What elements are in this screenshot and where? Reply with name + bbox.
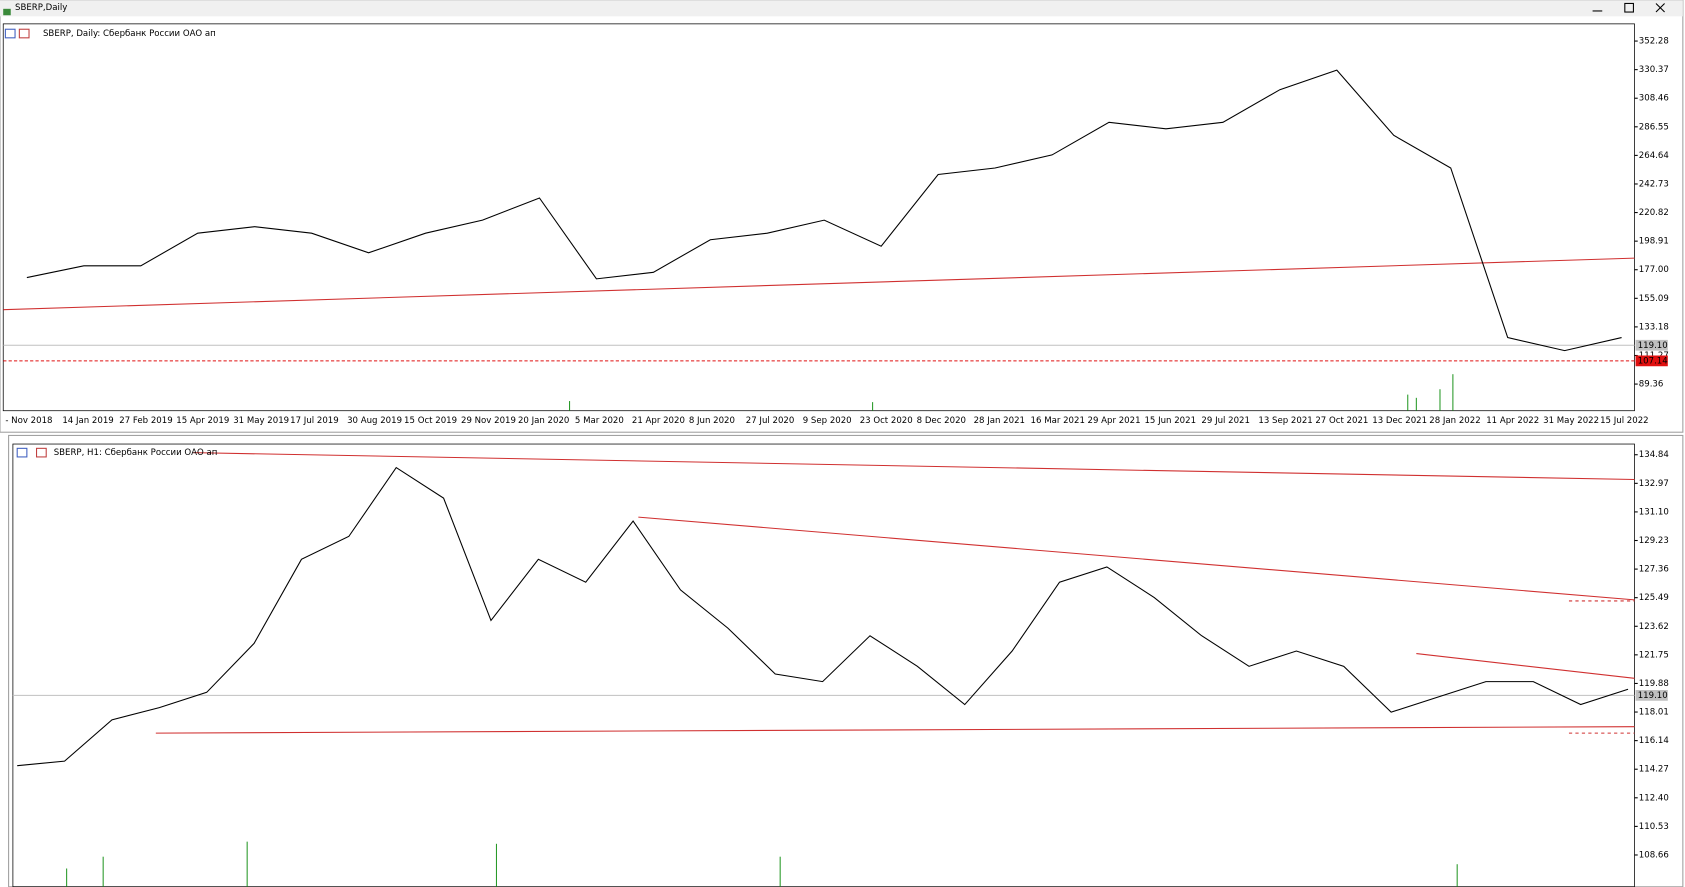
- x-tick-label: 31 May 2022: [1543, 416, 1599, 426]
- y-tick-label: 119.88: [1639, 679, 1669, 689]
- y-tick-label: 242.73: [1639, 179, 1669, 189]
- y-tick-label: 123.62: [1639, 622, 1669, 632]
- price-label: 119.10: [1638, 691, 1668, 701]
- price-line: [17, 466, 1629, 767]
- close-button[interactable]: [1655, 3, 1665, 13]
- y-tick-label: 121.75: [1639, 650, 1669, 660]
- chart-title: SBERP, Daily: Сбербанк России ОАО ап: [43, 29, 216, 39]
- x-tick-label: 13 Dec 2021: [1372, 416, 1427, 426]
- plot-frame: [2, 23, 1635, 412]
- x-tick-label: 20 Jan 2020: [518, 416, 569, 426]
- volume-bars: [569, 374, 1454, 411]
- y-tick-label: 108.66: [1639, 850, 1669, 860]
- chart-icon: [18, 28, 30, 39]
- x-tick-label: 15 Jul 2022: [1600, 416, 1649, 426]
- x-tick-label: 28 Jan 2022: [1429, 416, 1480, 426]
- y-tick-label: 125.49: [1639, 593, 1669, 603]
- x-tick-label: 27 Feb 2019: [119, 416, 172, 426]
- x-tick-label: 15 Oct 2019: [404, 416, 457, 426]
- price-label-box: [1635, 690, 1668, 701]
- price-label-box: [1635, 355, 1668, 367]
- trend-lines: [155, 452, 1635, 734]
- trend-line: [3, 257, 1635, 311]
- x-tick-label: 29 Apr 2021: [1088, 416, 1141, 426]
- volume-bars: [66, 841, 1458, 887]
- x-tick-label: 29 Jul 2021: [1201, 416, 1250, 426]
- y-tick-label: 89.36: [1639, 380, 1664, 390]
- maximize-button[interactable]: [1624, 2, 1634, 13]
- y-tick-label: 127.36: [1639, 565, 1669, 575]
- x-tick-label: 21 Apr 2020: [632, 416, 685, 426]
- price-label-box: [1635, 339, 1668, 351]
- y-tick-label: 110.53: [1639, 822, 1669, 832]
- window-title: SBERP,Daily: [15, 3, 67, 13]
- y-tick-label: 220.82: [1639, 208, 1669, 218]
- x-tick-label: 23 Oct 2020: [860, 416, 913, 426]
- window-frame: [0, 0, 1684, 433]
- chart-title: SBERP, H1: Сбербанк России ОАО ап: [54, 448, 218, 458]
- y-tick-label: 129.23: [1639, 536, 1669, 546]
- x-tick-label: 27 Jul 2020: [746, 416, 795, 426]
- y-tick-label: 264.64: [1639, 151, 1669, 161]
- x-tick-label: 14 Jan 2019: [62, 416, 113, 426]
- y-tick-label: 286.55: [1639, 122, 1669, 132]
- y-tick-label: 308.46: [1639, 94, 1669, 104]
- y-tick-label: 112.40: [1639, 793, 1669, 803]
- chart-icon: [16, 447, 28, 458]
- title-bar: [0, 0, 1683, 17]
- y-tick-label: 134.84: [1639, 450, 1669, 460]
- x-tick-label: 29 Nov 2019: [461, 416, 516, 426]
- price-line: [26, 69, 1622, 352]
- y-tick-label: 131.10: [1639, 507, 1669, 517]
- y-tick-label: 114.27: [1639, 765, 1669, 775]
- x-tick-label: - Nov 2018: [5, 416, 52, 426]
- chart-icon: [35, 447, 47, 458]
- y-tick-label: 118.01: [1639, 708, 1669, 718]
- x-tick-label: 8 Jun 2020: [689, 416, 735, 426]
- y-tick-label: 198.91: [1639, 237, 1669, 247]
- y-tick-label: 177.00: [1639, 265, 1669, 275]
- x-tick-label: 27 Oct 2021: [1315, 416, 1368, 426]
- x-tick-label: 8 Dec 2020: [917, 416, 966, 426]
- window-frame: [8, 434, 1684, 887]
- x-tick-label: 13 Sep 2021: [1258, 416, 1312, 426]
- y-tick-label: 330.37: [1639, 65, 1669, 75]
- x-tick-label: 28 Jan 2021: [974, 416, 1025, 426]
- x-tick-label: 15 Apr 2019: [176, 416, 229, 426]
- price-label: 107.14: [1638, 356, 1668, 366]
- window-icon: [3, 8, 11, 16]
- x-tick-label: 30 Aug 2019: [347, 416, 402, 426]
- x-tick-label: 16 Mar 2021: [1031, 416, 1085, 426]
- x-tick-label: 9 Sep 2020: [803, 416, 852, 426]
- price-label: 119.10: [1638, 341, 1668, 351]
- x-tick-label: 17 Jul 2019: [290, 416, 339, 426]
- x-tick-label: 15 Jun 2021: [1144, 416, 1196, 426]
- y-tick-label: 155.09: [1639, 294, 1669, 304]
- y-tick-label: 132.97: [1639, 479, 1669, 489]
- y-tick-label: 133.18: [1639, 322, 1669, 332]
- x-tick-label: 11 Apr 2022: [1486, 416, 1539, 426]
- y-tick-label: 116.14: [1639, 736, 1669, 746]
- x-tick-label: 5 Mar 2020: [575, 416, 624, 426]
- y-tick-label: 352.28: [1639, 37, 1669, 47]
- x-tick-label: 31 May 2019: [233, 416, 289, 426]
- chart-icon: [4, 28, 16, 39]
